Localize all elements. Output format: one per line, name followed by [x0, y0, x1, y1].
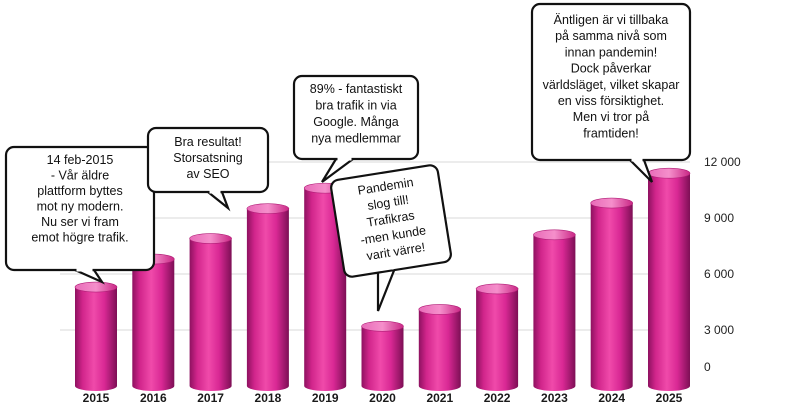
x-tick-label: 2025: [656, 391, 683, 405]
x-tick-label: 2016: [140, 391, 167, 405]
annotation-line: framtiden!: [583, 126, 639, 140]
annotation-line: världsläget, vilket skapar: [543, 78, 680, 92]
annotation-line: nya medlemmar: [311, 132, 401, 146]
bar-body: [246, 208, 289, 392]
speech-bubble: [146, 126, 270, 194]
x-tick-label: 2019: [312, 391, 339, 405]
bar-2020: [361, 320, 404, 392]
annotation-line: Men vi tror på: [573, 110, 649, 124]
bar-top: [590, 197, 634, 209]
y-tick-label: 0: [704, 360, 711, 374]
bar-2016: [132, 253, 175, 392]
bar-body: [476, 288, 519, 392]
bar-body: [361, 326, 404, 392]
annotation-line: Storsatsning: [173, 151, 243, 165]
bars: [74, 167, 691, 392]
annotation-line: bra trafik in via: [315, 99, 396, 113]
bar-top: [189, 233, 232, 244]
annotation-line: Dock påverkar: [571, 62, 652, 76]
speech-bubble-tail: [627, 158, 654, 183]
bar-2018: [246, 203, 290, 392]
annotation-line: Nu ser vi fram: [41, 215, 119, 229]
bar-body: [189, 238, 232, 392]
annotation-line: Bra resultat!: [174, 135, 241, 149]
x-tick-label: 2024: [598, 391, 625, 405]
speech-bubble: [292, 74, 420, 161]
annotation-line: 14 feb-2015: [47, 153, 114, 167]
bar-top: [533, 229, 576, 241]
annotation-line: plattform byttes: [37, 184, 122, 198]
bar-body: [418, 309, 461, 392]
x-axis: 2015 2016 2017 2018 2019 2020 2021 2022 2023 2024…: [83, 391, 683, 405]
y-tick-label: 9 000: [704, 211, 734, 225]
bar-top: [74, 281, 118, 293]
x-tick-label: 2015: [83, 391, 110, 405]
annotation-line: Google. Många: [313, 115, 399, 129]
bar-body: [75, 287, 117, 391]
speech-bubble-tail: [376, 266, 397, 312]
bar-body: [304, 188, 347, 392]
bar-2017: [189, 233, 232, 392]
x-tick-label: 2020: [369, 391, 396, 405]
bar-body: [648, 173, 690, 391]
bar-2021: [418, 304, 462, 392]
annotation-line: - Vår äldre: [51, 169, 109, 183]
annotation-line: emot högre trafik.: [31, 231, 128, 245]
annotation-line: slog till!: [366, 193, 409, 213]
bar-top: [246, 203, 290, 214]
annotation-line: innan pandemin!: [565, 45, 657, 59]
annotation-2019: 89% - fantastiskt bra trafik in via Google…: [292, 74, 420, 183]
bar-2015: [74, 281, 118, 391]
bar-2023: [533, 229, 576, 392]
bar-2025: [647, 167, 691, 391]
bar-2024: [590, 197, 634, 392]
bar-top: [361, 320, 404, 332]
bar-2022: [475, 283, 519, 392]
x-tick-label: 2017: [197, 391, 224, 405]
speech-bubble-tail: [204, 190, 231, 212]
speech-bubble: [330, 164, 452, 278]
annotation-2017: Bra resultat! Storsatsning av SEO: [146, 126, 270, 212]
annotation-line: 89% - fantastiskt: [310, 82, 403, 96]
annotation-2025: Äntligen är vi tillbaka på samma nivå som…: [530, 2, 692, 183]
y-axis: 0 3 000 6 000 9 000 12 000: [704, 155, 741, 374]
bar-top: [475, 283, 519, 295]
x-tick-label: 2018: [255, 391, 282, 405]
annotation-line: Äntligen är vi tillbaka: [554, 13, 669, 27]
x-tick-label: 2021: [426, 391, 453, 405]
bar-body: [533, 234, 576, 392]
annotation-line: en viss försiktighet.: [558, 94, 664, 108]
speech-bubble-tail: [74, 268, 106, 285]
bar-body: [590, 203, 633, 392]
bar-body: [132, 259, 175, 392]
speech-bubble: [530, 2, 692, 162]
y-tick-label: 12 000: [704, 155, 741, 169]
x-tick-label: 2022: [484, 391, 511, 405]
annotation-line: av SEO: [186, 167, 229, 181]
bar-top: [647, 167, 691, 179]
y-tick-label: 6 000: [704, 267, 734, 281]
annotation-line: mot ny modern.: [37, 200, 124, 214]
annotation-line: på samma nivå som: [555, 29, 667, 43]
y-tick-label: 3 000: [704, 323, 734, 337]
bar-top: [418, 304, 462, 315]
x-tick-label: 2023: [541, 391, 568, 405]
